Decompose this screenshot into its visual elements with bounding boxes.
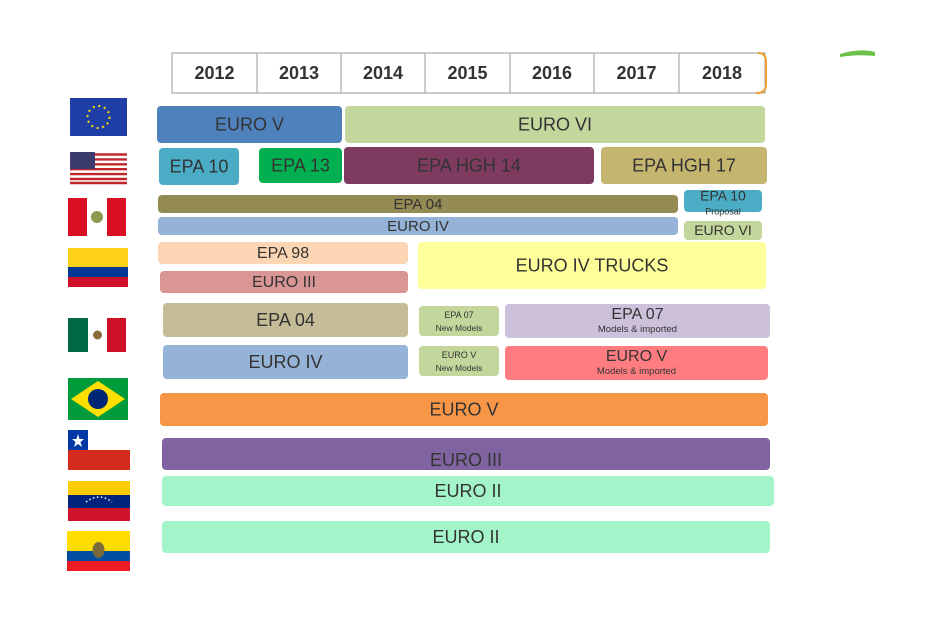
bar xyxy=(163,303,408,337)
bar xyxy=(159,148,239,185)
standard-bar: EURO III xyxy=(160,271,408,293)
standard-bar: EPA 07 New Models xyxy=(419,306,499,336)
bar xyxy=(684,190,762,212)
flag-mexico xyxy=(68,318,126,352)
bar xyxy=(419,306,499,336)
standard-bar: EPA 04 xyxy=(163,303,408,337)
bar-sublabel: Models & imported xyxy=(598,324,677,335)
standard-bar: EURO VI xyxy=(684,221,762,240)
flag-eu xyxy=(70,98,127,136)
bar xyxy=(684,221,762,240)
year-label: 2016 xyxy=(532,63,572,83)
bar xyxy=(505,346,768,380)
flag-venezuela xyxy=(68,481,130,521)
bar-label: EPA 07 xyxy=(444,310,473,320)
bar xyxy=(158,242,408,264)
standard-bar: EURO III xyxy=(162,438,770,470)
standard-bar: EPA 10 xyxy=(159,148,239,185)
standard-bar: EPA 98 xyxy=(158,242,408,264)
bar xyxy=(158,217,678,235)
bar-sublabel: Models & imported xyxy=(597,366,676,377)
standard-bar: EURO II xyxy=(162,521,770,553)
standard-bar: EURO IV TRUCKS xyxy=(418,242,766,289)
flag-colombia xyxy=(68,248,128,287)
bar xyxy=(419,346,499,376)
standard-bar: EURO IV xyxy=(163,345,408,379)
decoration xyxy=(840,50,875,57)
bar xyxy=(259,148,342,183)
bar-label: EPA 07 xyxy=(611,306,663,323)
bar-label: EPA 10 xyxy=(700,188,746,204)
bar-label: EURO IV xyxy=(387,218,449,235)
bar-label: EPA 13 xyxy=(271,155,330,175)
year-header xyxy=(171,52,766,94)
bar xyxy=(162,476,774,506)
standard-bar: EPA 04 xyxy=(158,195,678,213)
bar-label: EURO V xyxy=(442,350,477,360)
flag-chile xyxy=(68,430,130,470)
bar xyxy=(157,106,342,143)
standard-bar: EPA HGH 17 xyxy=(601,147,767,184)
standard-bar: EURO II xyxy=(162,476,774,506)
bar xyxy=(162,521,770,553)
standard-bar: EURO V xyxy=(160,393,768,426)
bar-label: EPA HGH 17 xyxy=(632,155,736,175)
bar-label: EURO V xyxy=(606,348,668,365)
bar xyxy=(344,147,594,184)
bar-label: EPA 10 xyxy=(170,156,229,176)
standard-bar: EPA 10 Proposal xyxy=(684,188,762,216)
standard-bar: EURO VI xyxy=(345,106,765,143)
year-label: 2012 xyxy=(194,63,234,83)
bar-label: EURO V xyxy=(215,114,284,134)
standard-bar: EPA HGH 14 xyxy=(344,147,594,184)
bar xyxy=(505,304,770,338)
flag-brazil xyxy=(68,378,128,420)
year-label: 2014 xyxy=(363,63,403,83)
flag-ecuador xyxy=(67,531,130,571)
header-border xyxy=(755,52,767,94)
bar xyxy=(601,147,767,184)
bar-label: EPA HGH 14 xyxy=(417,155,521,175)
bar-label: EURO II xyxy=(432,527,499,547)
standard-bar: EURO V New Models xyxy=(419,346,499,376)
bar-label: EURO IV TRUCKS xyxy=(516,255,669,275)
bar-label: EURO II xyxy=(434,481,501,501)
bar-label: EURO IV xyxy=(248,352,322,372)
bar-label: EPA 04 xyxy=(256,310,315,330)
year-label: 2018 xyxy=(702,63,742,83)
year-label: 2013 xyxy=(279,63,319,83)
bar-label: EURO VI xyxy=(694,222,752,238)
bar xyxy=(160,393,768,426)
bar-label: EURO III xyxy=(430,450,502,470)
bar-label: EPA 98 xyxy=(257,245,309,262)
standard-bar: EPA 13 xyxy=(259,148,342,183)
bar-label: EURO V xyxy=(429,399,498,419)
year-label: 2017 xyxy=(616,63,656,83)
bar xyxy=(160,271,408,293)
standard-bar: EURO V xyxy=(157,106,342,143)
bar-sublabel: Proposal xyxy=(705,206,741,216)
bar xyxy=(345,106,765,143)
bar-label: EURO III xyxy=(252,274,316,291)
bar xyxy=(162,438,770,470)
flag-usa xyxy=(70,152,127,185)
bar-sublabel: New Models xyxy=(436,363,483,373)
flag-peru xyxy=(68,198,126,236)
bar xyxy=(418,242,766,289)
bar-label: EPA 04 xyxy=(394,196,443,213)
bar-sublabel: New Models xyxy=(436,323,483,333)
standard-bar: EURO IV xyxy=(158,217,678,235)
year-label: 2015 xyxy=(447,63,487,83)
bar-label: EURO VI xyxy=(518,114,592,134)
bar xyxy=(163,345,408,379)
bar xyxy=(158,195,678,213)
